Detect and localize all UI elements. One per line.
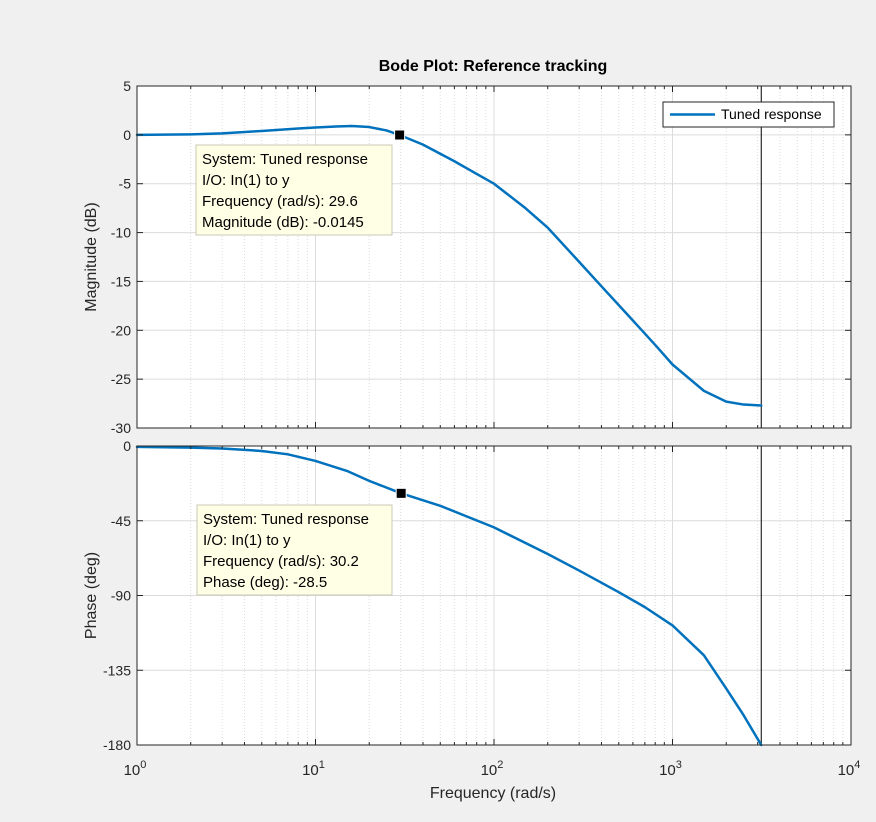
x-tick-label: 101 <box>302 759 325 779</box>
magnitude-datatip-line: I/O: In(1) to y <box>202 172 290 189</box>
magnitude-datatip-line: System: Tuned response <box>202 151 368 168</box>
x-tick-label: 104 <box>838 759 861 779</box>
magnitude-datatip-marker[interactable] <box>394 129 406 141</box>
magnitude-y-tick-label: -25 <box>111 371 131 387</box>
magnitude-y-tick-label: 0 <box>123 127 131 143</box>
labels-layer: 5 0 -5 -10 -15 -20 -25 -30 Magnitude (dB) 0 -45 -90… <box>83 78 860 779</box>
phase-y-tick-label: 0 <box>123 438 131 454</box>
phase-datatip-marker[interactable] <box>395 487 407 499</box>
phase-y-tick-label: -180 <box>103 737 131 753</box>
magnitude-y-tick-label: -20 <box>111 322 131 338</box>
magnitude-y-tick-label: -15 <box>111 273 131 289</box>
magnitude-y-tick-label: -30 <box>111 420 131 436</box>
x-tick-label: 102 <box>481 759 504 779</box>
series-layer <box>135 86 763 747</box>
axes-layer <box>136 85 852 746</box>
magnitude-y-tick-label: -5 <box>119 176 132 192</box>
x-tick-label: 100 <box>124 759 147 779</box>
x-axis-label: Frequency (rad/s) <box>430 785 556 802</box>
legend-label: Tuned response <box>721 106 822 122</box>
phase-y-tick-label: -90 <box>111 588 131 604</box>
legend-layer[interactable]: Tuned response <box>662 101 835 128</box>
phase-response-line <box>135 445 763 747</box>
magnitude-datatip-box[interactable] <box>195 144 393 236</box>
datatips-layer[interactable]: System: Tuned response I/O: In(1) to y Fre… <box>195 129 407 596</box>
magnitude-datatip-line: Frequency (rad/s): 29.6 <box>202 193 358 210</box>
phase-datatip-line: System: Tuned response <box>203 511 369 528</box>
phase-datatip-line: Frequency (rad/s): 30.2 <box>203 553 359 570</box>
magnitude-response-line <box>135 124 763 407</box>
chart-title: Bode Plot: Reference tracking <box>379 58 608 75</box>
phase-datatip-box[interactable] <box>196 504 393 596</box>
phase-y-tick-label: -45 <box>111 513 131 529</box>
magnitude-y-axis-label: Magnitude (dB) <box>83 202 100 311</box>
magnitude-y-tick-label: -10 <box>111 225 131 241</box>
phase-datatip-line: I/O: In(1) to y <box>203 532 291 549</box>
magnitude-y-tick-label: 5 <box>123 78 131 94</box>
phase-y-axis-label: Phase (deg) <box>83 552 100 639</box>
magnitude-datatip-line: Magnitude (dB): -0.0145 <box>202 214 364 231</box>
phase-datatip-line: Phase (deg): -28.5 <box>203 574 327 591</box>
phase-y-tick-label: -135 <box>103 662 131 678</box>
x-tick-label: 103 <box>659 759 682 779</box>
